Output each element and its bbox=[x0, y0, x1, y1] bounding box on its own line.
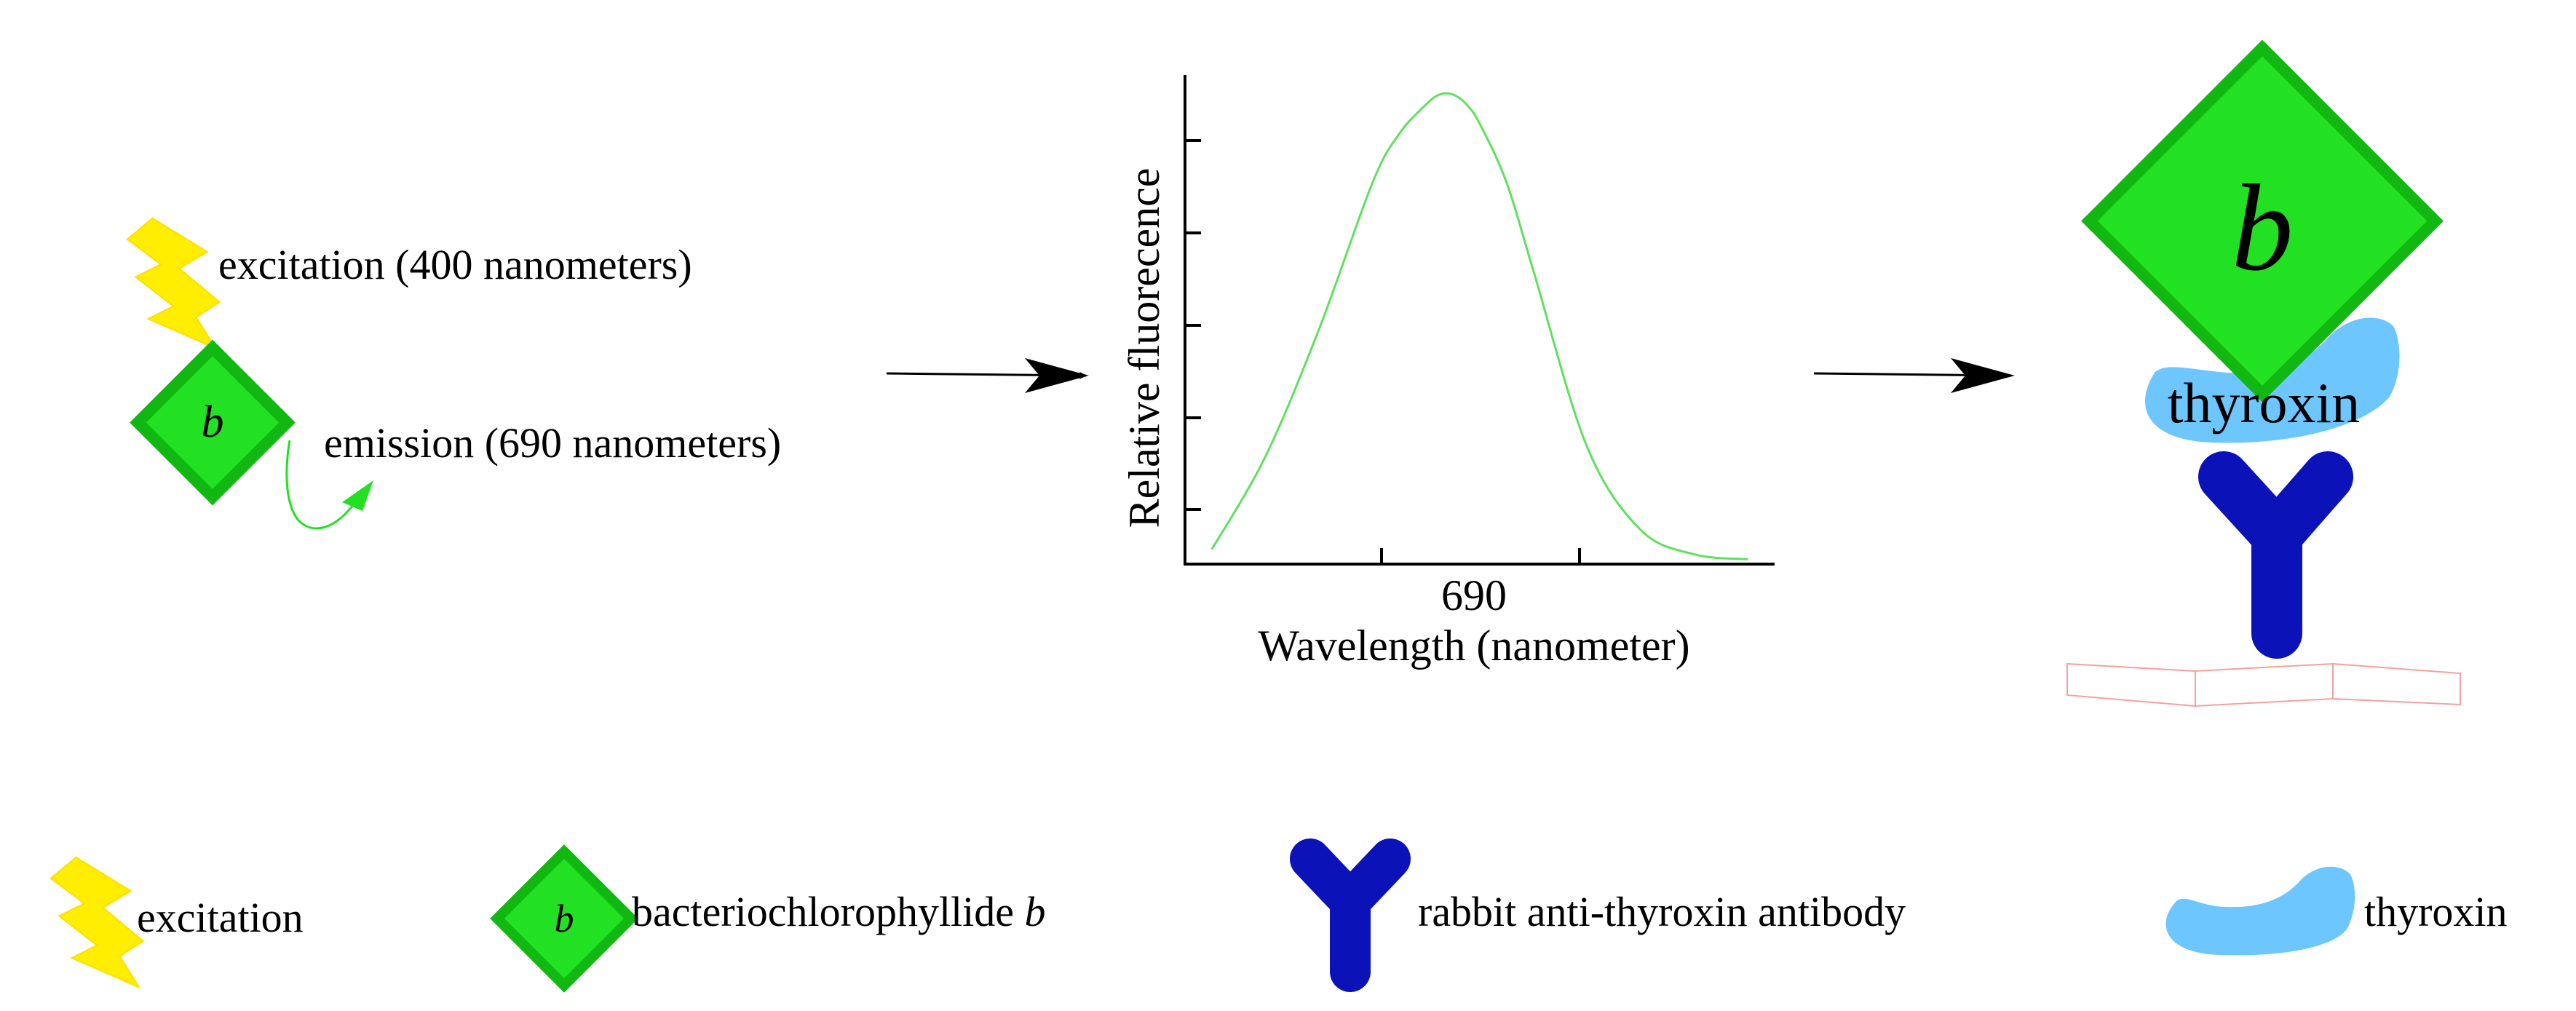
y-antibody-icon bbox=[2198, 451, 2353, 659]
plate-icon bbox=[2066, 662, 2461, 707]
legend-thyroxin-label: thyroxin bbox=[2364, 888, 2508, 935]
green-diamond-icon: b bbox=[490, 844, 638, 993]
thyroxin-label: thyroxin bbox=[2168, 371, 2360, 435]
y-axis-label: Relative fluorecence bbox=[1120, 168, 1168, 528]
large-diamond-letter: b bbox=[2232, 159, 2294, 296]
legend-bacteriochlorophyllide-label: bacteriochlorophyllide b bbox=[632, 888, 1046, 935]
legend-item-bacteriochlorophyllide: b bacteriochlorophyllide b bbox=[490, 844, 1046, 993]
y-ticks bbox=[1185, 139, 1201, 511]
green-diamond-icon: b bbox=[130, 339, 296, 506]
green-diamond-large-icon: b bbox=[2081, 39, 2444, 403]
emission-spectrum-chart: 690 Wavelength (nanometer) Relative fluo… bbox=[1120, 75, 1775, 670]
emission-arrow-icon bbox=[285, 440, 373, 530]
spectrum-line bbox=[1210, 92, 1748, 560]
step1-group: excitation (400 nanometers) b emission (… bbox=[126, 217, 781, 530]
complex-group: b thyroxin bbox=[2066, 39, 2461, 707]
flow-arrow-2-head bbox=[1951, 358, 2015, 393]
thyroxin-shape-icon bbox=[2165, 866, 2355, 956]
emission-label: emission (690 nanometers) bbox=[324, 419, 781, 467]
legend: excitation b bacteriochlorophyllide b ra… bbox=[49, 838, 2508, 993]
legend-diamond-letter: b bbox=[555, 897, 574, 940]
legend-item-excitation: excitation bbox=[49, 856, 304, 989]
x-tick-label-690: 690 bbox=[1441, 571, 1507, 619]
legend-item-thyroxin: thyroxin bbox=[2165, 866, 2508, 956]
legend-item-antibody: rabbit anti-thyroxin antibody bbox=[1290, 838, 1906, 992]
y-antibody-icon bbox=[1290, 838, 1411, 992]
legend-excitation-label: excitation bbox=[137, 894, 304, 941]
flow-arrow-1-head bbox=[1025, 358, 1089, 393]
diamond-letter: b bbox=[202, 397, 224, 447]
x-ticks bbox=[1380, 548, 1581, 564]
lightning-bolt-icon bbox=[126, 217, 221, 350]
excitation-label: excitation (400 nanometers) bbox=[218, 241, 692, 288]
lightning-bolt-icon bbox=[49, 856, 145, 989]
x-axis-label: Wavelength (nanometer) bbox=[1258, 622, 1689, 670]
legend-antibody-label: rabbit anti-thyroxin antibody bbox=[1418, 888, 1906, 935]
